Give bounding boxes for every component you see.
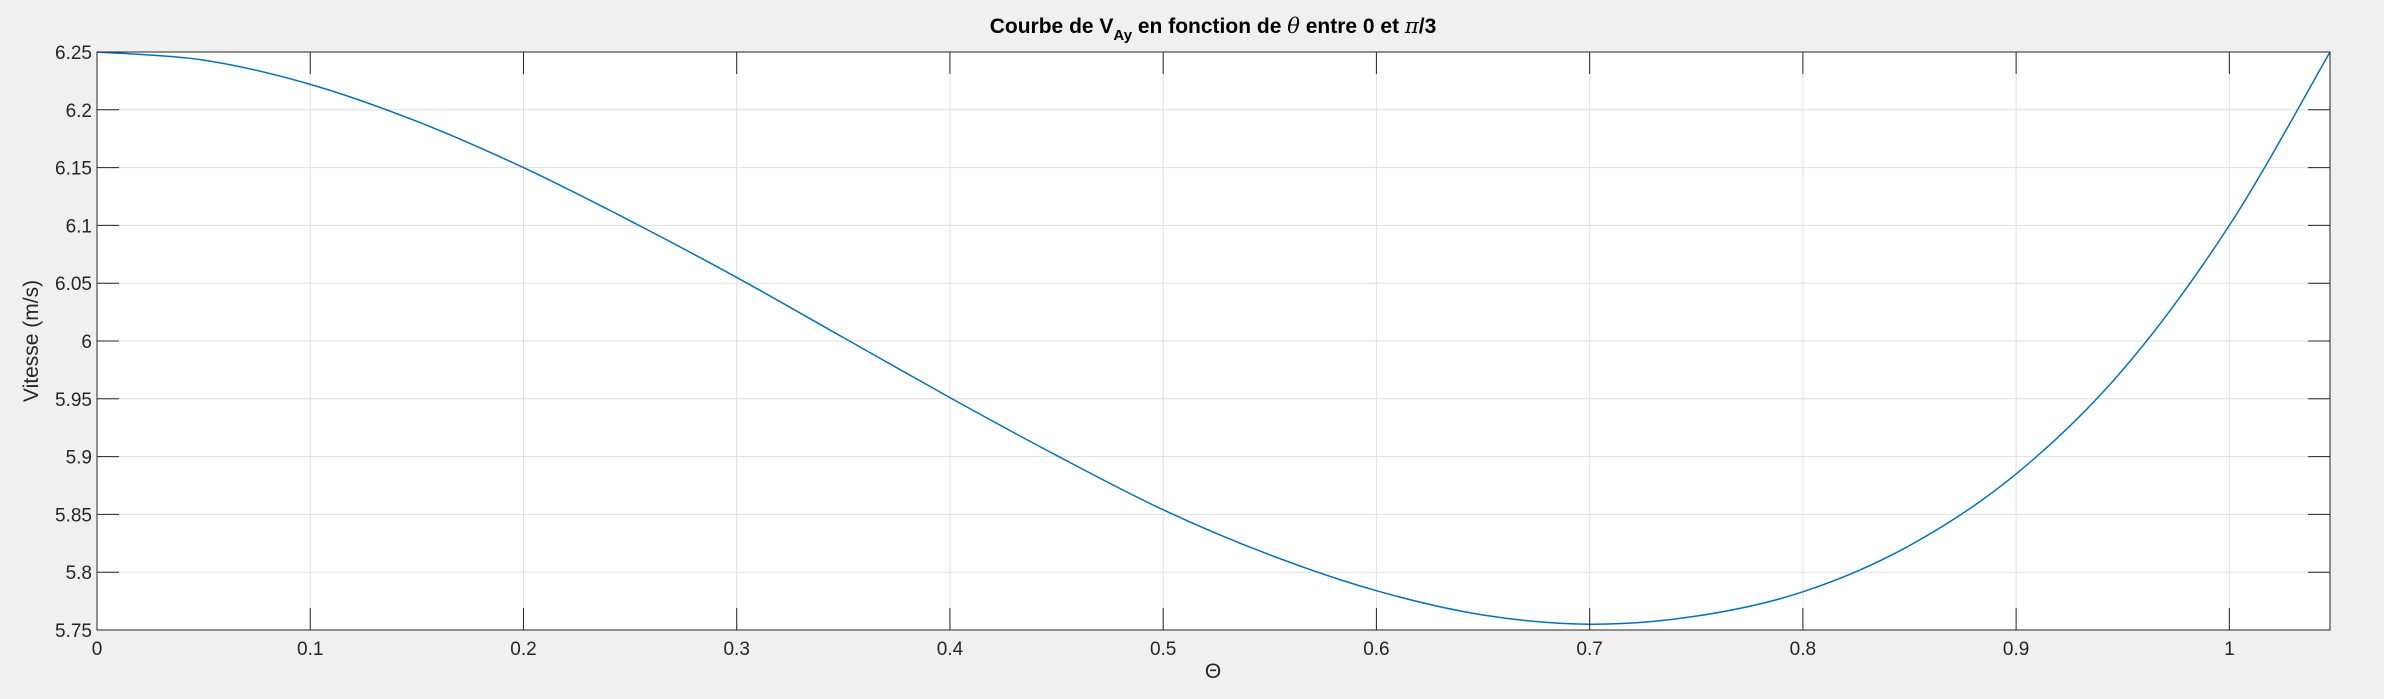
y-tick-label: 6.25 — [55, 43, 92, 64]
y-axis-label: Vitesse (m/s) — [20, 280, 43, 402]
y-tick-label: 6.05 — [55, 274, 92, 295]
x-tick-label: 0.6 — [1363, 639, 1389, 660]
title-subscript: Ay — [1113, 27, 1132, 44]
x-tick-label: 0.9 — [2003, 639, 2029, 660]
x-tick-label: 0 — [92, 639, 103, 660]
x-tick-label: 0.4 — [937, 639, 964, 660]
x-tick-label: 0.7 — [1576, 639, 1602, 660]
title-theta: θ — [1287, 14, 1300, 38]
tick-marks — [96, 51, 2330, 631]
y-tick-label: 5.75 — [55, 621, 92, 642]
y-tick-label: 6.1 — [66, 216, 92, 237]
y-tick-label: 6.2 — [66, 101, 92, 122]
x-tick-label: 0.5 — [1150, 639, 1176, 660]
x-tick-label: 0.2 — [510, 639, 536, 660]
series-line — [96, 51, 2331, 625]
y-tick-label: 5.9 — [66, 448, 92, 469]
y-tick-label: 5.95 — [55, 390, 92, 411]
x-tick-label: 0.8 — [1790, 639, 1816, 660]
x-tick-labels: 0 0.1 0.2 0.3 0.4 0.5 0.6 0.7 0.8 0.9 1 — [92, 639, 2235, 660]
y-tick-label: 6.15 — [55, 159, 92, 180]
title-prefix: Courbe de V — [990, 15, 1114, 38]
x-tick-label: 0.1 — [297, 639, 323, 660]
chart-title: Courbe de VAy en fonction de θ entre 0 e… — [990, 14, 1437, 44]
x-tick-label: 0.3 — [723, 639, 749, 660]
title-middle: en fonction de — [1132, 15, 1287, 38]
x-axis-label: Θ — [1205, 660, 1221, 683]
series-group — [96, 51, 2331, 625]
y-tick-label: 5.8 — [66, 563, 92, 584]
y-tick-label: 6 — [81, 332, 92, 353]
y-tick-label: 5.85 — [55, 505, 92, 526]
title-between: entre 0 et — [1300, 15, 1405, 38]
y-tick-labels: 5.75 5.8 5.85 5.9 5.95 6 6.05 6.1 6.15 6.2 6.25 — [55, 43, 92, 642]
title-suffix: /3 — [1419, 15, 1437, 38]
x-tick-label: 1 — [2224, 639, 2235, 660]
title-pi: π — [1404, 14, 1420, 38]
